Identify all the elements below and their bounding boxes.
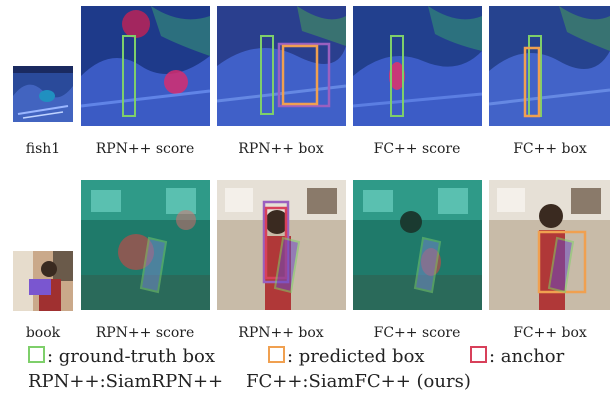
book-rpn-box-label: RPN++ box <box>238 325 324 341</box>
book-fc-box-panel <box>489 180 610 310</box>
book-thumb-label: book <box>25 325 61 341</box>
predicted-box <box>523 46 541 118</box>
legend-predicted-label: : predicted box <box>287 346 425 367</box>
legend-ground-truth-label: : ground-truth box <box>47 346 216 367</box>
book-rpn-box-panel <box>217 180 346 310</box>
ground-truth-box <box>390 35 404 117</box>
book-rpn-score-label: RPN++ score <box>95 325 195 341</box>
anchor-box <box>277 42 331 108</box>
predicted-box <box>281 44 319 106</box>
book-fc-score-panel <box>353 180 482 310</box>
ground-truth-box <box>139 236 168 294</box>
legend-anchor-label: : anchor <box>489 346 565 367</box>
fish1-rpn-score-panel <box>81 6 210 126</box>
fish1-rpn-box-panel <box>217 6 346 126</box>
book-thumbnail <box>13 251 73 311</box>
ground-truth-box <box>273 236 301 294</box>
ground-truth-box <box>413 236 442 294</box>
book-fc-box-label: FC++ box <box>513 325 587 341</box>
predicted-swatch <box>268 346 285 363</box>
ground-truth-box <box>260 35 274 115</box>
book-fc-score-label: FC++ score <box>373 325 461 341</box>
legend-ground-truth: : ground-truth box <box>28 346 215 367</box>
book-rpn-score-panel <box>81 180 210 310</box>
fish1-fc-score-label: FC++ score <box>373 141 461 157</box>
legend-note: RPN++:SiamRPN++ FC++:SiamFC++ (ours) <box>28 371 471 392</box>
anchor-swatch <box>470 346 487 363</box>
legend-predicted: : predicted box <box>268 346 425 367</box>
fish1-rpn-score-label: RPN++ score <box>95 141 195 157</box>
ground-truth-box <box>122 35 136 117</box>
fish1-thumbnail <box>13 66 73 122</box>
fish1-thumb-label: fish1 <box>25 141 61 157</box>
fish1-fc-score-panel <box>353 6 482 126</box>
ground-truth-swatch <box>28 346 45 363</box>
ground-truth-box <box>547 236 575 294</box>
legend-anchor: : anchor <box>470 346 564 367</box>
fish1-fc-box-panel <box>489 6 610 126</box>
fish1-rpn-box-label: RPN++ box <box>238 141 324 157</box>
fish1-fc-box-label: FC++ box <box>513 141 587 157</box>
